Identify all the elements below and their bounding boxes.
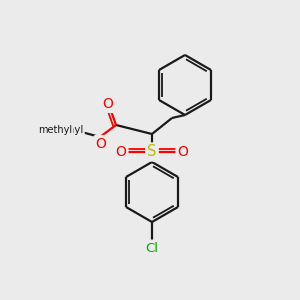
Text: O: O: [116, 145, 126, 159]
Text: methyl: methyl: [47, 125, 83, 135]
Text: O: O: [103, 97, 113, 111]
Text: methyl: methyl: [38, 125, 72, 135]
Text: O: O: [96, 137, 106, 151]
Text: S: S: [147, 145, 157, 160]
Text: Cl: Cl: [146, 242, 158, 254]
Text: O: O: [178, 145, 188, 159]
